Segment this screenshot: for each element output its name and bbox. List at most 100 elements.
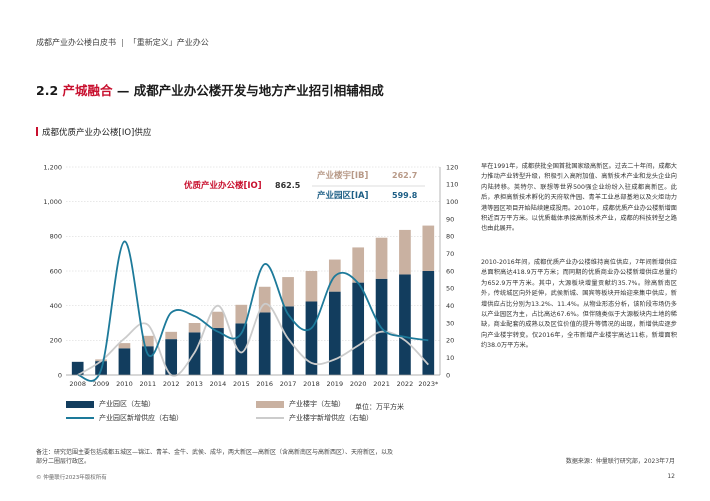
bar-park — [305, 301, 318, 375]
legend-row-bars: 产业园区（左轴） 产业楼宇（左轴） — [66, 399, 456, 413]
x-tick-label: 2022 — [397, 380, 414, 388]
y-left-tick-label: 200 — [50, 337, 62, 345]
legend-swatch-park — [66, 400, 94, 408]
bar-building — [118, 343, 131, 349]
y-right-tick-label: 100 — [446, 198, 458, 206]
section-number: 2.2 — [36, 83, 59, 98]
bar-park — [328, 291, 341, 375]
y-right-tick-label: 50 — [446, 285, 454, 293]
chapter-title: 「重新定义」产业办公 — [128, 38, 209, 47]
annotation-ia-label: 产业园区[IA] — [317, 190, 369, 201]
x-tick-label: 2020 — [350, 380, 367, 388]
bar-park — [282, 306, 294, 375]
bar-building — [422, 225, 435, 271]
bar-building — [165, 331, 178, 340]
legend-label-park: 产业园区（左轴） — [99, 400, 155, 408]
bar-park — [352, 282, 365, 375]
data-source: 数据来源：仲量联行研究部，2023年7月 — [565, 458, 675, 465]
bar-building — [375, 237, 388, 279]
annotation-ib-value: 262.7 — [392, 171, 417, 180]
chart-legend: 产业园区（左轴） 产业楼宇（左轴） 产业园区新增供应（右轴） 产业楼宇新增供应（… — [66, 399, 456, 427]
figure-title-marker — [36, 127, 38, 136]
section-highlight: 产城融合 — [62, 83, 113, 98]
bar-park — [141, 346, 154, 375]
x-tick-label: 2014 — [210, 380, 227, 388]
x-tick-label: 2011 — [140, 380, 157, 388]
y-left-tick-label: 800 — [50, 233, 62, 241]
bar-park — [212, 328, 224, 375]
bar-building — [258, 286, 271, 313]
bar-building — [328, 259, 341, 292]
y-right-tick-label: 20 — [446, 337, 454, 345]
line-park-new-supply — [77, 240, 429, 382]
annotation-io-label: 优质产业办公楼[IO] — [184, 180, 262, 191]
annotation-ia-value: 599.8 — [392, 191, 418, 200]
bar-park — [235, 323, 248, 375]
bar-park — [258, 312, 271, 375]
body-paragraph-2: 2010-2016年间，成都优质产业办公楼维持高位供应，7年间新增供应总面积高达… — [481, 259, 677, 350]
bar-building — [399, 229, 411, 275]
y-right-tick-label: 70 — [446, 250, 454, 258]
section-title: 2.2 产城融合 — 成都产业办公楼开发与地方产业招引相辅相成 — [36, 80, 384, 99]
chart-bars — [71, 225, 435, 375]
x-tick-label: 2021 — [373, 380, 390, 388]
y-right-tick-label: 120 — [446, 163, 458, 171]
x-tick-label: 2016 — [256, 380, 273, 388]
legend-item-park-new: 产业园区新增供应（右轴） — [66, 413, 183, 423]
y-left-tick-label: 0 — [58, 371, 62, 379]
chart-axes: 0 200 400 600 800 1,000 1,200 0 10 20 30 40 50 60 70 80… — [43, 163, 458, 388]
y-left-tick-label: 400 — [50, 302, 62, 310]
chart-lines — [77, 240, 429, 382]
copyright: © 仲量联行2023年版权所有 — [36, 475, 107, 481]
chart-unit-label: 单位：万平方米 — [355, 403, 404, 411]
chart-grid — [66, 166, 440, 341]
x-tick-label: 2009 — [93, 380, 110, 388]
running-header: 成都产业办公楼白皮书 | 「重新定义」产业办公 — [36, 37, 209, 48]
y-right-tick-label: 110 — [446, 181, 458, 189]
x-tick-label: 2019 — [327, 380, 344, 388]
y-right-tick-label: 10 — [446, 354, 454, 362]
bar-building — [305, 271, 318, 302]
legend-swatch-building — [256, 400, 284, 408]
x-tick-label: 2018 — [303, 380, 320, 388]
x-tick-label: 2010 — [116, 380, 133, 388]
bar-building — [282, 277, 294, 307]
legend-item-park: 产业园区（左轴） — [66, 399, 155, 409]
bar-park — [375, 278, 388, 375]
annotation-ib-label: 产业楼宇[IB] — [317, 170, 369, 181]
section-subtitle: — 成都产业办公楼开发与地方产业招引相辅相成 — [116, 83, 384, 98]
bar-park — [188, 332, 201, 375]
chart-annotations: 优质产业办公楼[IO] 862.5 产业楼宇[IB] 262.7 产业园区[IA… — [184, 170, 425, 201]
legend-swatch-building-new — [256, 417, 284, 419]
legend-label-building: 产业楼宇（左轴） — [289, 400, 345, 408]
y-left-tick-label: 1,000 — [43, 198, 62, 206]
figure-title: 成都优质产业办公楼[IO]供应 — [36, 126, 151, 138]
page-number: 12 — [667, 473, 675, 480]
legend-swatch-park-new — [66, 417, 94, 419]
legend-item-building-new: 产业楼宇新增供应（右轴） — [256, 413, 373, 423]
bar-park — [422, 271, 435, 375]
y-right-tick-label: 0 — [446, 371, 450, 379]
footnote: 备注：研究范围主要包括成都五城区—锦江、青羊、金牛、武侯、成华，两大新区—高新区… — [36, 449, 394, 465]
bar-park — [71, 361, 84, 375]
x-tick-label: 2015 — [233, 380, 250, 388]
bar-building — [212, 311, 224, 329]
legend-label-building-new: 产业楼宇新增供应（右轴） — [289, 414, 373, 422]
figure-title-text: 成都优质产业办公楼[IO]供应 — [42, 128, 152, 138]
legend-row-lines: 产业园区新增供应（右轴） 产业楼宇新增供应（右轴） — [66, 413, 456, 427]
bar-building — [141, 335, 154, 347]
y-right-tick-label: 40 — [446, 302, 454, 310]
legend-item-building: 产业楼宇（左轴） — [256, 399, 345, 409]
report-title: 成都产业办公楼白皮书 — [36, 38, 116, 47]
annotation-io-value: 862.5 — [275, 181, 301, 190]
line-building-new-supply — [77, 303, 429, 377]
y-left-tick-label: 1,200 — [43, 163, 62, 171]
bar-building — [95, 359, 107, 362]
bar-park — [95, 361, 107, 375]
bar-building — [352, 247, 365, 283]
bar-building — [235, 304, 248, 324]
legend-label-park-new: 产业园区新增供应（右轴） — [99, 414, 183, 422]
bar-park — [399, 274, 411, 375]
bar-park — [165, 339, 178, 375]
y-right-tick-label: 60 — [446, 267, 454, 275]
